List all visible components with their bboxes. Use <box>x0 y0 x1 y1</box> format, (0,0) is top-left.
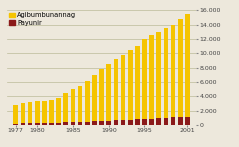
Bar <box>49 123 54 125</box>
Bar <box>85 81 90 125</box>
Bar <box>99 69 104 125</box>
Bar <box>142 119 147 125</box>
Bar <box>164 28 168 125</box>
Bar <box>92 121 97 125</box>
Bar <box>164 118 168 125</box>
Bar <box>92 75 97 125</box>
Bar <box>28 102 32 125</box>
Bar <box>13 105 18 125</box>
Bar <box>71 89 75 125</box>
Bar <box>78 86 82 125</box>
Bar <box>149 35 154 125</box>
Bar <box>13 123 18 125</box>
Bar <box>106 64 111 125</box>
Bar <box>157 118 161 125</box>
Bar <box>21 103 25 125</box>
Bar <box>171 25 175 125</box>
Bar <box>71 122 75 125</box>
Bar <box>135 46 140 125</box>
Bar <box>121 55 125 125</box>
Bar <box>149 118 154 125</box>
Bar <box>171 117 175 125</box>
Bar <box>121 120 125 125</box>
Bar <box>56 123 61 125</box>
Bar <box>135 119 140 125</box>
Legend: Agibumbunannag, Payunir: Agibumbunannag, Payunir <box>8 11 78 27</box>
Bar <box>128 120 132 125</box>
Bar <box>106 121 111 125</box>
Bar <box>178 19 183 125</box>
Bar <box>21 123 25 125</box>
Bar <box>178 117 183 125</box>
Bar <box>157 32 161 125</box>
Bar <box>35 101 39 125</box>
Bar <box>78 122 82 125</box>
Bar <box>42 101 47 125</box>
Bar <box>28 123 32 125</box>
Bar <box>114 120 118 125</box>
Bar <box>142 39 147 125</box>
Bar <box>64 122 68 125</box>
Bar <box>35 123 39 125</box>
Bar <box>128 50 132 125</box>
Bar <box>56 98 61 125</box>
Bar <box>42 123 47 125</box>
Bar <box>64 93 68 125</box>
Bar <box>99 121 104 125</box>
Bar <box>49 100 54 125</box>
Bar <box>185 14 190 125</box>
Bar <box>114 59 118 125</box>
Bar <box>185 117 190 125</box>
Bar <box>85 122 90 125</box>
